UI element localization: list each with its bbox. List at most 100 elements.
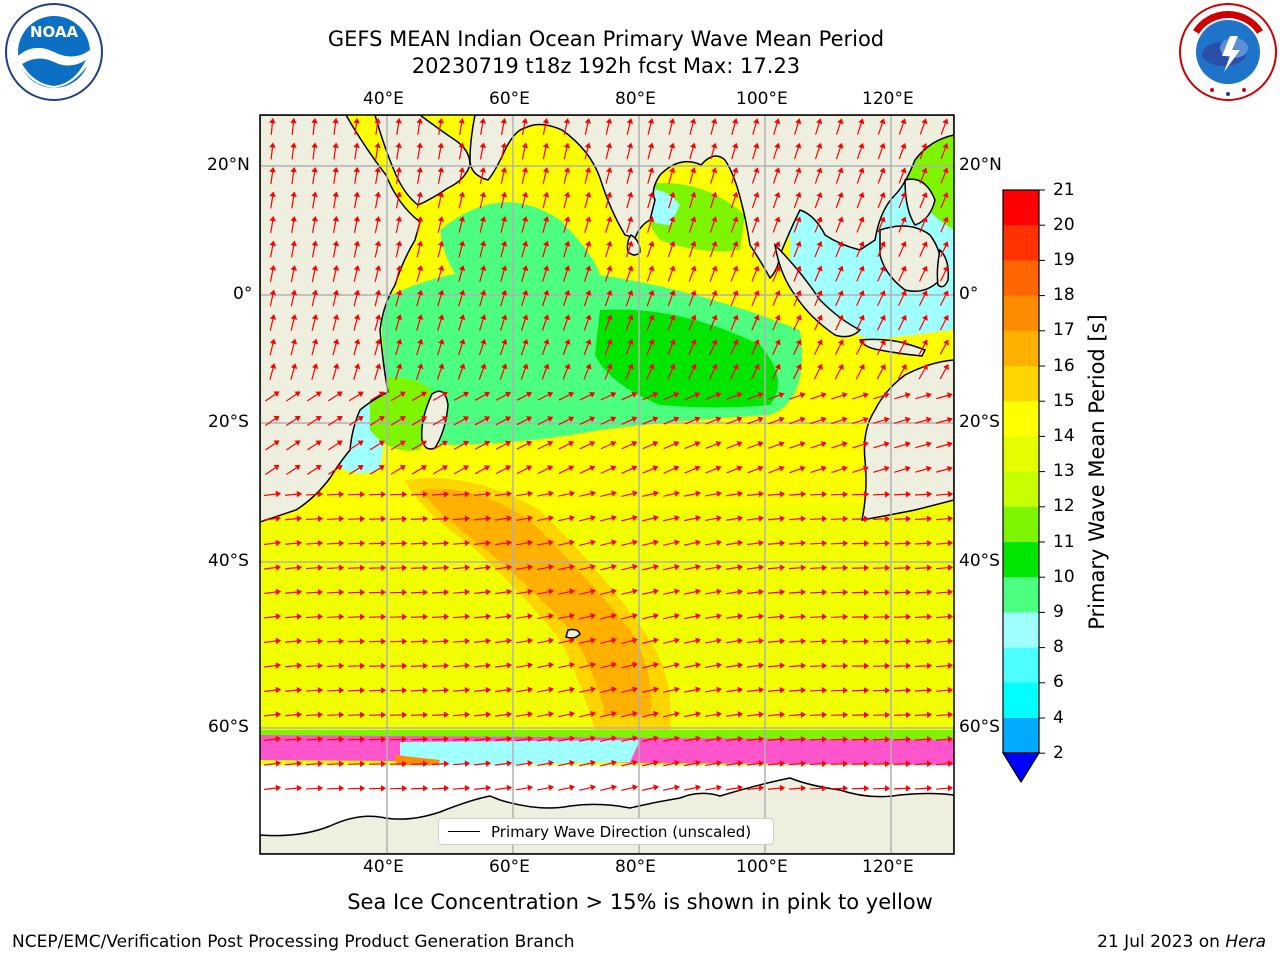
lat-label-right-40s: 40°S bbox=[959, 551, 1000, 571]
wave-arrow-head bbox=[858, 265, 865, 272]
wave-arrow-head bbox=[884, 589, 891, 596]
wave-arrow-head bbox=[395, 314, 403, 321]
wave-arrow-head bbox=[359, 785, 366, 792]
wave-arrow-head bbox=[695, 613, 701, 620]
colorbar-tick-15: 15 bbox=[1053, 391, 1075, 411]
title-line-2: 20230719 t18z 192h fcst Max: 17.23 bbox=[411, 54, 801, 78]
wave-arrow-head bbox=[501, 338, 508, 345]
wave-arrow-head bbox=[548, 711, 554, 718]
colorbar-tick-2: 2 bbox=[1053, 743, 1064, 763]
wave-arrow-head bbox=[631, 391, 638, 398]
wave-arrow-head bbox=[883, 392, 890, 399]
wave-arrow-head bbox=[438, 363, 445, 370]
colorbar-tick-17: 17 bbox=[1053, 320, 1075, 340]
wave-arrow-head bbox=[668, 118, 676, 124]
wave-arrow-head bbox=[395, 167, 402, 173]
wave-arrow-head bbox=[584, 167, 592, 173]
wave-arrow-head bbox=[296, 662, 303, 669]
wave-arrow-head bbox=[500, 191, 508, 198]
wave-arrow-head bbox=[905, 515, 912, 523]
wave-arrow-head bbox=[820, 416, 827, 423]
wave-arrow-head bbox=[652, 416, 659, 423]
wave-arrow-head bbox=[858, 314, 865, 321]
wave-arrow-head bbox=[353, 338, 361, 345]
wave-arrow-head bbox=[632, 539, 638, 546]
wave-arrow-head bbox=[290, 216, 297, 222]
wave-arrow-head bbox=[605, 142, 613, 149]
wave-arrow-head bbox=[758, 490, 765, 498]
wave-arrow-head bbox=[275, 564, 282, 571]
wave-arrow-head bbox=[879, 216, 886, 223]
wave-arrow-head bbox=[569, 735, 575, 742]
wave-arrow-head bbox=[711, 363, 718, 370]
wave-arrow-head bbox=[464, 588, 471, 596]
wave-arrow-head bbox=[921, 167, 928, 174]
wave-arrow-head bbox=[900, 167, 907, 174]
wave-arrow-head bbox=[526, 440, 533, 447]
wave-arrow-head bbox=[548, 784, 554, 791]
wave-arrow-head bbox=[926, 589, 933, 596]
wave-arrow-head bbox=[296, 784, 303, 792]
wave-arrow-head bbox=[506, 490, 513, 498]
wave-arrow-head bbox=[758, 735, 765, 743]
wave-arrow-head bbox=[422, 662, 429, 670]
wave-arrow-head bbox=[732, 265, 739, 272]
wave-arrow-head bbox=[380, 515, 387, 523]
wave-arrow-head bbox=[947, 613, 954, 620]
lat-label-right-0: 0° bbox=[959, 284, 979, 304]
wave-arrow-head bbox=[584, 142, 592, 149]
wave-arrow-head bbox=[275, 760, 282, 767]
wave-arrow-head bbox=[694, 465, 701, 472]
wave-arrow-head bbox=[653, 612, 659, 620]
wave-arrow-head bbox=[647, 142, 655, 149]
wave-arrow-head bbox=[653, 784, 659, 791]
wave-arrow-head bbox=[689, 142, 697, 149]
land-java bbox=[858, 338, 927, 357]
wave-arrow-head bbox=[568, 416, 575, 423]
colorbar-bin bbox=[1003, 190, 1039, 226]
wave-arrow-head bbox=[563, 191, 571, 198]
wave-arrow-head bbox=[443, 613, 450, 620]
wave-arrow-head bbox=[732, 290, 739, 296]
wave-arrow-head bbox=[336, 416, 343, 422]
wave-arrow-head bbox=[458, 265, 466, 271]
wave-arrow-head bbox=[290, 117, 297, 124]
wave-arrow-head bbox=[795, 339, 802, 346]
wave-arrow-head bbox=[353, 117, 360, 124]
wave-arrow-head bbox=[821, 736, 828, 743]
wave-arrow-head bbox=[842, 760, 849, 768]
wave-arrow-head bbox=[922, 364, 928, 371]
wave-arrow-head bbox=[758, 686, 765, 694]
wave-arrow-head bbox=[884, 662, 891, 670]
wave-arrow-head bbox=[711, 191, 718, 198]
wave-arrow-head bbox=[774, 265, 781, 272]
field-zone-arabian-sea bbox=[440, 202, 600, 290]
wave-arrow-head bbox=[710, 118, 718, 124]
wave-arrow-head bbox=[359, 589, 366, 596]
wave-arrow-head bbox=[564, 265, 571, 272]
wave-arrow-head bbox=[443, 736, 450, 743]
wave-arrow-head bbox=[737, 711, 744, 718]
wave-arrow-head bbox=[353, 167, 360, 173]
wave-arrow-head bbox=[942, 118, 949, 125]
colorbar-tick-20: 20 bbox=[1053, 215, 1075, 235]
wave-arrow-head bbox=[795, 314, 802, 321]
wave-arrow-head bbox=[942, 142, 949, 149]
wave-arrow-head bbox=[627, 216, 634, 223]
wave-arrow-head bbox=[673, 416, 680, 423]
wave-arrow-head bbox=[648, 339, 655, 345]
wave-arrow-head bbox=[480, 314, 487, 321]
wave-arrow-head bbox=[795, 290, 802, 297]
wave-arrow-head bbox=[779, 515, 786, 522]
wave-arrow-head bbox=[522, 363, 529, 370]
wave-arrow-head bbox=[716, 760, 722, 767]
wave-arrow-head bbox=[485, 564, 492, 571]
wave-arrow-head bbox=[715, 465, 722, 472]
wave-arrow-head bbox=[296, 490, 303, 498]
wave-arrow-head bbox=[564, 314, 571, 321]
lat-label-right-20s: 20°S bbox=[959, 412, 1000, 432]
wave-arrow-head bbox=[443, 564, 450, 571]
land-antarctica bbox=[260, 777, 954, 854]
lat-label-left-20n: 20°N bbox=[207, 155, 250, 175]
wave-arrow-head bbox=[437, 142, 444, 149]
